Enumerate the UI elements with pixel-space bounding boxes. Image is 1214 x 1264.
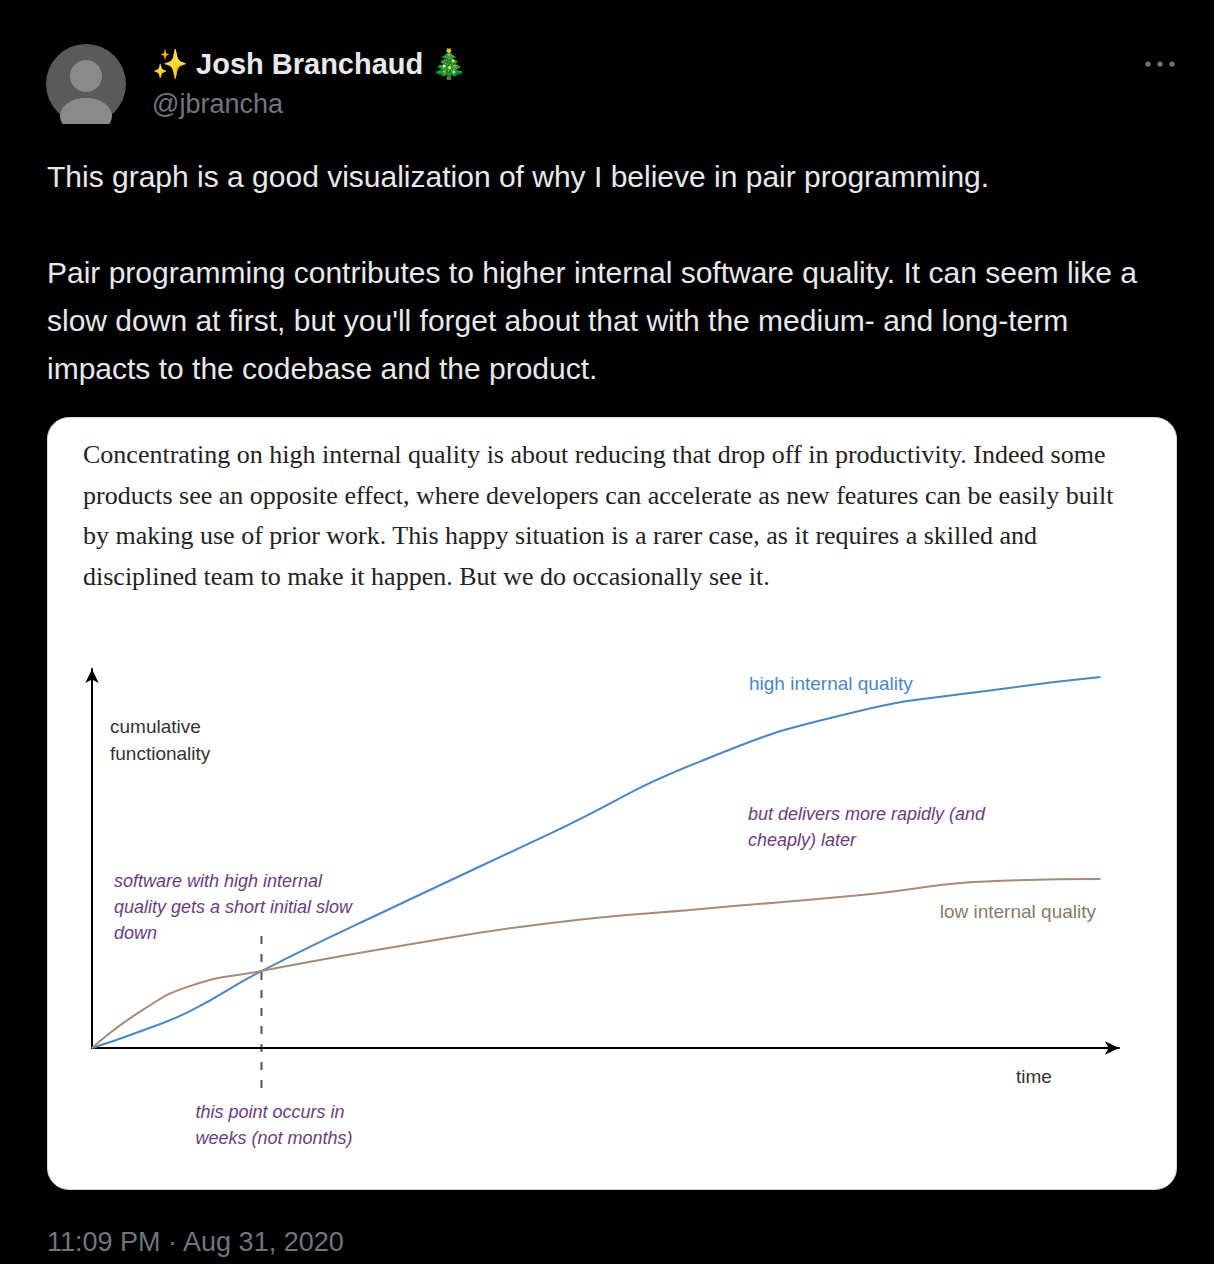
html-text:✨ Josh Branchaud 🎄: ✨ Josh Branchaud 🎄 bbox=[152, 48, 468, 80]
html-text:Concentrating on high internal: Concentrating on high internal quality i… bbox=[83, 440, 1114, 591]
svg-text:down: down bbox=[114, 923, 157, 943]
svg-text:this point occurs in: this point occurs in bbox=[195, 1102, 349, 1122]
svg-text:software with high internal: software with high internal bbox=[114, 871, 327, 891]
svg-text:time: time bbox=[1016, 1066, 1052, 1087]
svg-text:low internal quality: low internal quality bbox=[940, 901, 1097, 922]
svg-text:cumulative: cumulative bbox=[110, 716, 206, 737]
html-text:11:09 PM · Aug 31, 2020: 11:09 PM · Aug 31, 2020 bbox=[47, 1227, 344, 1257]
svg-text:but delivers more rapidly (and: but delivers more rapidly (and bbox=[748, 804, 990, 824]
svg-text:high internal quality: high internal quality bbox=[749, 673, 913, 694]
html-text:This graph is a good visualiza: This graph is a good visualization of wh… bbox=[47, 160, 990, 193]
svg-text:cheaply) later: cheaply) later bbox=[748, 830, 857, 850]
svg-text:quality gets a short initial s: quality gets a short initial slow bbox=[114, 897, 357, 917]
html-text:Pair programming contributes t: Pair programming contributes to higher i… bbox=[47, 256, 1137, 385]
html-text:@jbrancha: @jbrancha bbox=[152, 89, 283, 119]
svg-text:weeks (not months): weeks (not months) bbox=[195, 1128, 352, 1148]
svg-text:functionality: functionality bbox=[110, 743, 211, 764]
